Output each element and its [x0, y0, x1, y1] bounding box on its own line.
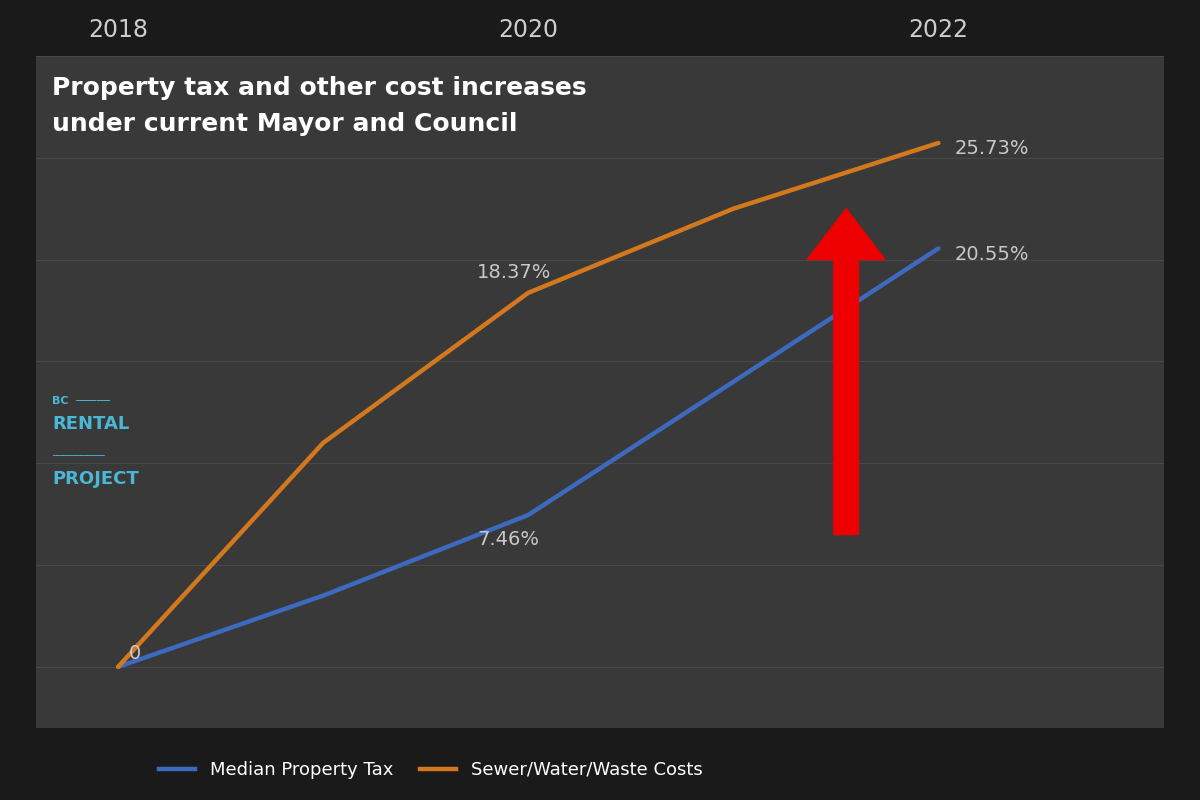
Legend: Median Property Tax, Sewer/Water/Waste Costs: Median Property Tax, Sewer/Water/Waste C…	[152, 754, 709, 786]
Text: 0: 0	[128, 644, 140, 662]
Text: BC  ─────: BC ─────	[53, 396, 110, 406]
Text: Property tax and other cost increases
under current Mayor and Council: Property tax and other cost increases un…	[53, 76, 587, 136]
Text: ─────────: ─────────	[53, 451, 106, 462]
Text: 18.37%: 18.37%	[476, 263, 551, 282]
Text: 25.73%: 25.73%	[955, 138, 1030, 158]
Text: 7.46%: 7.46%	[476, 530, 539, 549]
FancyArrow shape	[808, 209, 886, 534]
Text: RENTAL: RENTAL	[53, 414, 130, 433]
Text: PROJECT: PROJECT	[53, 470, 139, 488]
Text: 20.55%: 20.55%	[955, 245, 1030, 264]
